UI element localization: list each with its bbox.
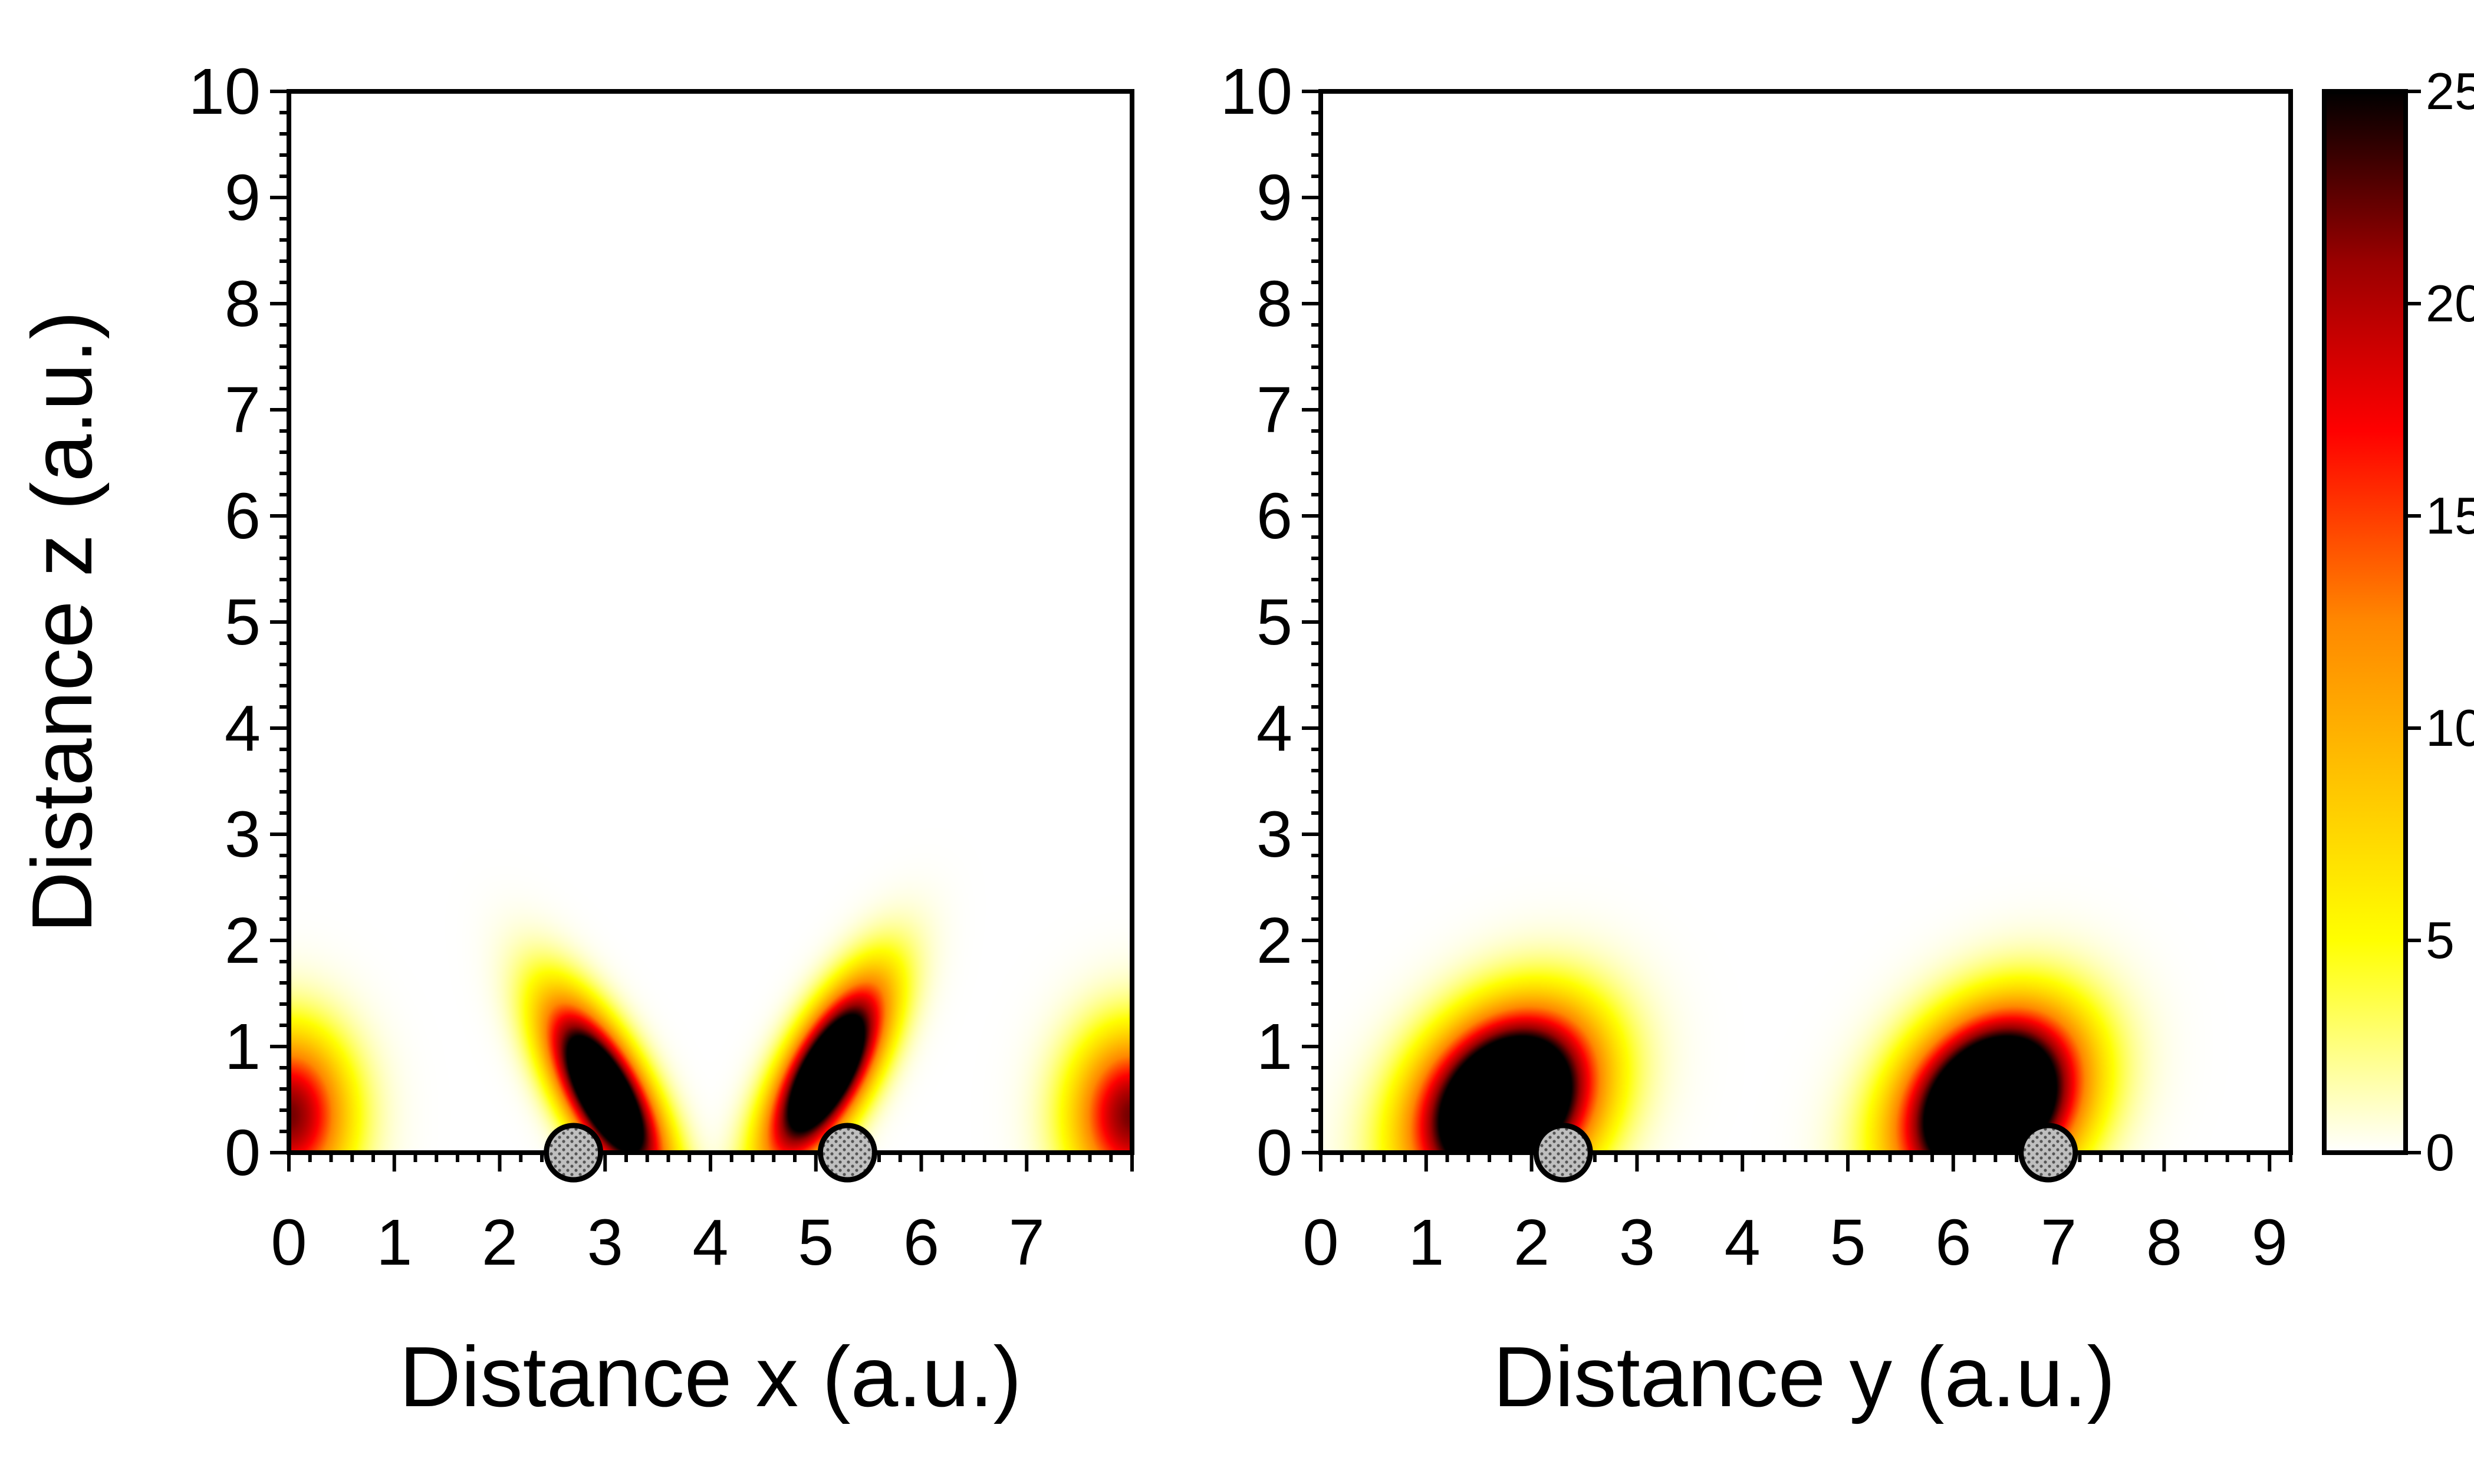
atoms-left bbox=[544, 1123, 877, 1183]
atoms-right bbox=[1533, 1123, 2078, 1183]
colorbar-tick-label: 25 bbox=[2426, 62, 2474, 120]
y-tick-label: 7 bbox=[225, 374, 261, 446]
y-tick-label: 4 bbox=[225, 692, 261, 765]
x-tick-label: 1 bbox=[1408, 1206, 1444, 1279]
colorbar-gradient bbox=[2322, 89, 2408, 1155]
y-tick-label: 0 bbox=[225, 1117, 261, 1189]
x-tick-label: 3 bbox=[587, 1206, 623, 1279]
y-tick-label: 5 bbox=[1256, 586, 1292, 659]
y-axis-title-left: Distance z (a.u.) bbox=[14, 311, 110, 933]
atom-marker bbox=[2018, 1123, 2078, 1183]
y-tick-label: 10 bbox=[189, 55, 261, 128]
x-tick-label: 5 bbox=[798, 1206, 834, 1279]
x-tick-label: 6 bbox=[1935, 1206, 1971, 1279]
y-tick-label: 5 bbox=[225, 586, 261, 659]
x-axis-title-right: Distance y (a.u.) bbox=[1493, 1329, 2116, 1424]
y-tick-label: 3 bbox=[225, 798, 261, 871]
y-tick-label: 1 bbox=[1256, 1011, 1292, 1083]
colorbar-ticks: 0 5 10 15 20 25 bbox=[2406, 62, 2474, 1182]
x-tick-label: 2 bbox=[482, 1206, 518, 1279]
x-tick-label: 0 bbox=[271, 1206, 307, 1279]
colorbar-tick-label: 15 bbox=[2426, 486, 2474, 545]
y-tick-label: 1 bbox=[225, 1011, 261, 1083]
x-tick-label: 5 bbox=[1830, 1206, 1866, 1279]
x-tick-label: 7 bbox=[1009, 1206, 1045, 1279]
y-tick-label: 10 bbox=[1220, 55, 1292, 128]
x-tick-label: 0 bbox=[1302, 1206, 1338, 1279]
y-tick-label: 4 bbox=[1256, 692, 1292, 765]
atom-marker bbox=[1533, 1123, 1593, 1183]
x-tick-label: 7 bbox=[2041, 1206, 2077, 1279]
x-tick-label: 9 bbox=[2252, 1206, 2288, 1279]
heatmap-left bbox=[289, 91, 1132, 1153]
atom-marker bbox=[544, 1123, 604, 1183]
y-tick-label: 6 bbox=[225, 480, 261, 552]
y-tick-label: 9 bbox=[225, 162, 261, 234]
colorbar-tick-label: 20 bbox=[2426, 274, 2474, 333]
colorbar-tick-label: 5 bbox=[2426, 911, 2455, 969]
colorbar-tick-label: 0 bbox=[2426, 1123, 2455, 1182]
y-tick-label: 6 bbox=[1256, 480, 1292, 552]
heatmap-right bbox=[1321, 91, 2291, 1153]
y-tick-label: 2 bbox=[225, 904, 261, 977]
x-tick-label: 6 bbox=[903, 1206, 939, 1279]
atom-marker bbox=[817, 1123, 877, 1183]
x-tick-label: 3 bbox=[1619, 1206, 1655, 1279]
y-tick-label: 3 bbox=[1256, 798, 1292, 871]
x-tick-label: 8 bbox=[2146, 1206, 2182, 1279]
y-tick-label: 2 bbox=[1256, 904, 1292, 977]
colorbar: 0 5 10 15 20 25 bbox=[2322, 62, 2474, 1182]
y-tick-label: 8 bbox=[1256, 268, 1292, 340]
x-tick-label: 4 bbox=[692, 1206, 728, 1279]
x-axis-title-left: Distance x (a.u.) bbox=[399, 1329, 1022, 1424]
y-tick-label: 0 bbox=[1256, 1117, 1292, 1189]
y-tick-label: 7 bbox=[1256, 374, 1292, 446]
colorbar-tick-label: 10 bbox=[2426, 699, 2474, 757]
x-tick-label: 2 bbox=[1514, 1206, 1549, 1279]
x-tick-label: 4 bbox=[1725, 1206, 1761, 1279]
y-tick-label: 9 bbox=[1256, 162, 1292, 234]
y-tick-label: 8 bbox=[225, 268, 261, 340]
x-tick-label: 1 bbox=[376, 1206, 412, 1279]
